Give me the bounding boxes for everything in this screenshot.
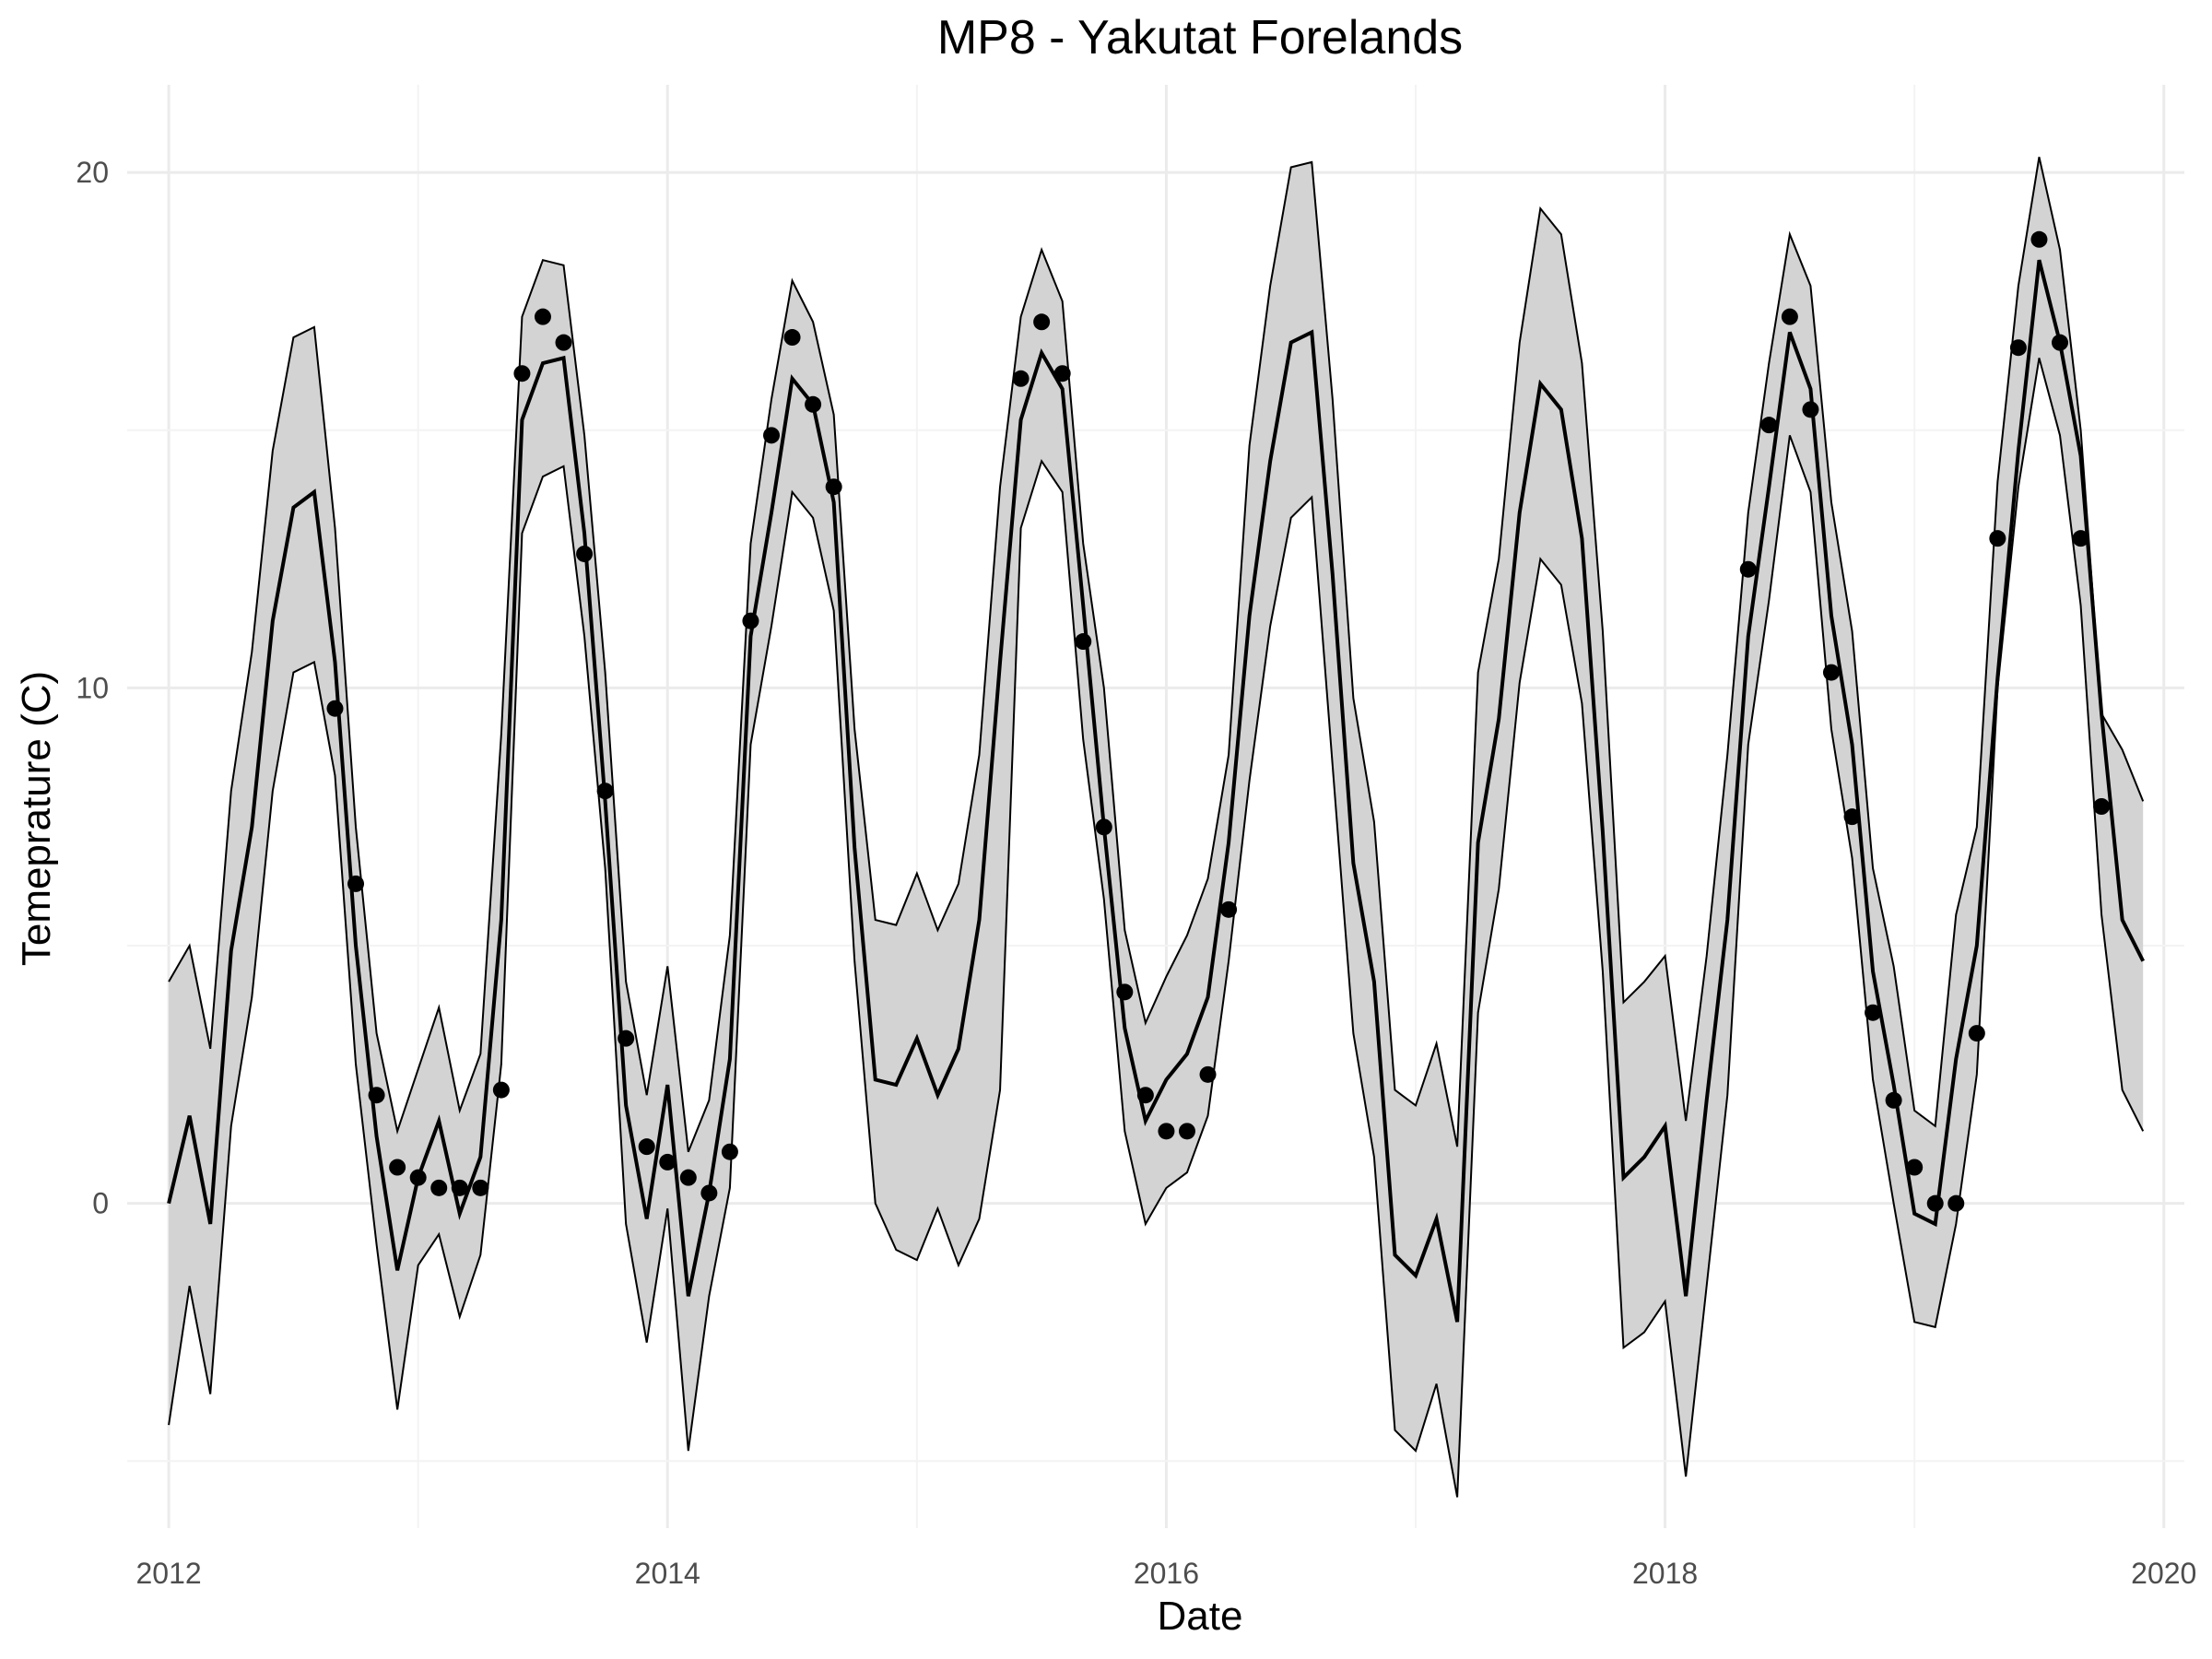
chart-title: MP8 - Yakutat Forelands (937, 11, 1463, 65)
upper-bound-line (168, 157, 2145, 1153)
observed-point (1053, 365, 1071, 382)
observed-point (1095, 818, 1112, 836)
observed-point (763, 427, 781, 444)
observed-point (659, 1153, 677, 1171)
observed-point (1178, 1123, 1195, 1140)
grid-layer (127, 85, 2184, 1528)
observed-point (368, 1087, 385, 1104)
observed-point (638, 1138, 655, 1156)
x-tick-label: 2020 (2131, 1557, 2196, 1590)
observed-point (1906, 1159, 1924, 1176)
observed-point (1075, 633, 1092, 651)
x-axis-title: Date (1158, 1594, 1243, 1639)
observed-point (618, 1030, 635, 1047)
observed-point (1781, 308, 1798, 325)
observed-point (783, 329, 801, 347)
observed-point (805, 395, 822, 413)
fitted-temperature-line (167, 259, 2145, 1323)
observed-point (1947, 1194, 1965, 1212)
observed-point (1760, 417, 1778, 434)
observed-points-layer (326, 230, 2111, 1212)
observed-point (451, 1179, 468, 1196)
observed-point (1739, 560, 1757, 578)
observed-point (555, 334, 572, 351)
observed-point (825, 478, 842, 496)
observed-point (389, 1159, 406, 1176)
observed-point (2072, 530, 2089, 547)
observed-point (1220, 900, 1238, 918)
observed-point (513, 365, 531, 382)
observed-point (679, 1169, 697, 1186)
observed-point (347, 875, 365, 892)
observed-point (1822, 664, 1840, 681)
observed-point (492, 1081, 510, 1099)
x-tick-label: 2014 (635, 1557, 700, 1590)
observed-point (326, 700, 344, 717)
observed-point (534, 308, 551, 325)
y-tick-label: 10 (76, 671, 109, 704)
confidence-band-layer (168, 157, 2145, 1498)
observed-point (576, 545, 594, 562)
y-tick-label: 20 (76, 156, 109, 189)
x-tick-label: 2016 (1134, 1557, 1199, 1590)
y-axis-title: Temeprature (C) (14, 671, 59, 966)
observed-point (1012, 370, 1030, 387)
tick-label-layer: 2012 2014 2016 2018 2020 0 10 20 (76, 156, 2196, 1590)
y-tick-label: 0 (92, 1187, 109, 1220)
observed-point (409, 1169, 427, 1186)
observed-point (1865, 1004, 1882, 1021)
x-tick-label: 2012 (136, 1557, 202, 1590)
observed-point (700, 1184, 718, 1202)
observed-point (2093, 798, 2111, 815)
observed-point (1158, 1123, 1175, 1140)
observed-point (1802, 401, 1819, 418)
observed-point (1199, 1065, 1217, 1083)
observed-point (1989, 530, 2006, 547)
observed-point (1885, 1091, 1902, 1109)
observed-point (472, 1179, 489, 1196)
observed-point (1033, 313, 1051, 331)
fitted-line-layer (167, 259, 2145, 1323)
x-tick-label: 2018 (1632, 1557, 1698, 1590)
observed-point (1843, 808, 1861, 826)
lower-bound-line (168, 358, 2145, 1498)
observed-point (1926, 1194, 1944, 1212)
observed-point (1136, 1087, 1154, 1104)
observed-point (596, 782, 614, 800)
observed-point (2052, 334, 2069, 351)
observed-point (721, 1143, 738, 1160)
observed-point (1116, 983, 1134, 1001)
observed-point (2009, 339, 2027, 357)
observed-point (742, 612, 759, 629)
observed-point (1968, 1025, 1985, 1042)
observed-point (430, 1179, 448, 1196)
observed-point (2030, 230, 2048, 248)
